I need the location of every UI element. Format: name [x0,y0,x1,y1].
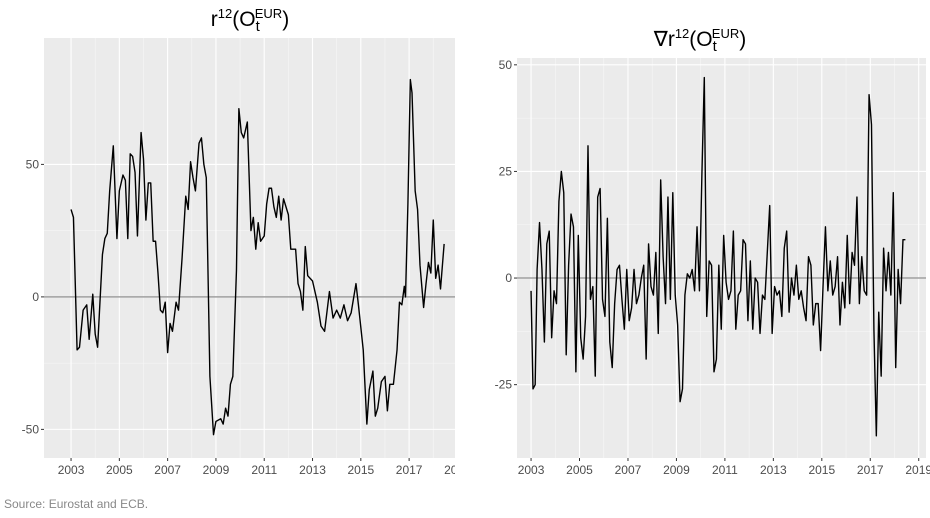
data-line [70,78,445,436]
x-tick-label: 2013 [299,463,326,477]
x-tick-label: 2017 [857,463,884,477]
title-part: ) [282,8,289,31]
x-tick-label: 2005 [106,463,133,477]
x-tick-label: 2003 [518,463,545,477]
title-part: r [211,8,218,31]
y-tick-label: 0 [505,271,512,285]
title-part: (O [232,8,255,31]
x-tick-label: 2003 [58,463,85,477]
x-tick-label: 2011 [251,463,277,477]
title-part: EUR [712,26,739,41]
y-tick-label: 25 [499,164,513,178]
data-line [530,76,906,437]
y-tick-label: 0 [32,290,39,304]
x-tick-label: 2005 [566,463,593,477]
x-tick-label: 2009 [203,463,230,477]
title-part: ∇r [653,28,675,51]
x-tick-label: 2015 [808,463,835,477]
source-note: Source: Eurostat and ECB. [4,497,148,511]
title-part: EUR [255,6,282,21]
x-tick-label: 2007 [615,463,642,477]
y-tick-label: -25 [495,378,513,392]
x-tick-label: 2019 [444,463,471,477]
y-tick-label: 50 [26,157,40,171]
chart-title: ∇r12(OtEUR) [653,26,746,55]
y-tick-label: -50 [22,422,40,436]
x-tick-label: 2013 [760,463,787,477]
panel: -25 0 25 50 2003 2005 2007 2009 2011 2013 2015 2017… [495,58,930,477]
x-tick-label: 2007 [154,463,181,477]
title-part: t [713,38,718,55]
x-tick-label: 2019 [905,463,930,477]
title-part: (O [689,28,712,51]
x-tick-label: 2009 [663,463,690,477]
plot-background [44,38,455,458]
chart-title: r12(OtEUR) [211,6,289,35]
title-part: ) [739,28,746,51]
panel: -50 0 50 2003 2005 2007 2009 2011 2013 2015 2017 20… [22,38,471,477]
title-part: 12 [675,26,689,41]
y-tick-label: 50 [499,58,513,72]
title-part: 12 [218,6,232,21]
x-tick-label: 2017 [396,463,423,477]
x-tick-label: 2011 [712,463,738,477]
title-part: t [256,18,261,35]
x-tick-label: 2015 [347,463,374,477]
